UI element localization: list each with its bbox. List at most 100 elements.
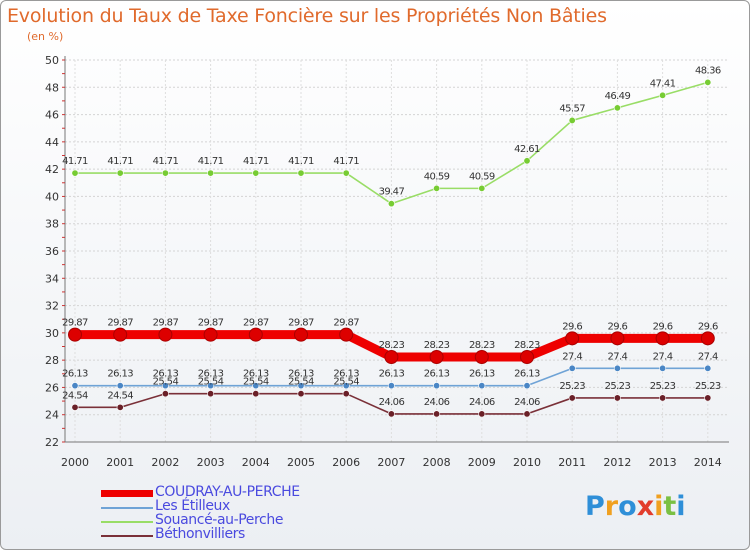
x-tick-label: 2004	[242, 456, 270, 469]
data-label: 41.71	[288, 156, 314, 167]
y-tick-label: 42	[45, 163, 59, 176]
data-label: 25.54	[333, 377, 359, 388]
data-point	[610, 331, 625, 346]
x-tick-label: 2007	[377, 456, 405, 469]
y-tick-label: 40	[45, 190, 59, 203]
y-tick-label: 24	[45, 409, 59, 422]
data-point	[704, 78, 712, 86]
data-point	[523, 157, 531, 165]
data-point	[387, 200, 395, 208]
y-tick-label: 30	[45, 327, 59, 340]
legend-label: Béthonvilliers	[155, 526, 245, 542]
data-point	[478, 382, 486, 390]
data-point	[655, 331, 670, 346]
data-point	[297, 169, 305, 177]
data-label: 24.06	[469, 397, 495, 408]
data-point	[71, 403, 79, 411]
data-point	[478, 184, 486, 192]
data-label: 29.87	[288, 318, 314, 329]
legend-label: Souancé-au-Perche	[155, 512, 284, 528]
data-point	[161, 169, 169, 177]
data-point	[68, 327, 82, 342]
data-point	[161, 390, 169, 398]
data-label: 27.4	[562, 351, 582, 362]
data-label: 29.6	[698, 321, 718, 332]
data-label: 46.49	[605, 91, 631, 102]
data-label: 29.87	[153, 318, 179, 329]
data-label: 41.71	[62, 156, 88, 167]
data-label: 29.87	[243, 318, 269, 329]
data-point	[203, 327, 218, 342]
data-point	[659, 364, 667, 372]
legend-swatch	[101, 490, 153, 497]
data-label: 25.23	[605, 381, 631, 392]
data-point	[474, 350, 489, 365]
data-point	[478, 410, 486, 418]
data-label: 42.61	[514, 144, 540, 155]
data-point	[433, 382, 441, 390]
data-label: 28.23	[469, 340, 495, 351]
data-point	[297, 382, 305, 390]
data-label: 29.87	[198, 318, 224, 329]
data-label: 25.54	[198, 377, 224, 388]
data-label: 26.13	[469, 369, 495, 380]
data-point	[429, 350, 444, 365]
y-tick-label: 46	[45, 109, 59, 122]
data-label: 24.54	[62, 390, 88, 401]
data-point	[565, 331, 580, 346]
legend-swatch	[101, 521, 153, 523]
data-label: 47.41	[650, 78, 676, 89]
data-label: 25.54	[288, 377, 314, 388]
y-tick-label: 34	[45, 272, 59, 285]
x-tick-label: 2013	[649, 456, 677, 469]
data-label: 27.4	[698, 351, 718, 362]
data-point	[252, 390, 260, 398]
data-label: 24.06	[379, 397, 405, 408]
x-tick-label: 2011	[558, 456, 586, 469]
data-point	[294, 327, 308, 342]
x-tick-label: 2012	[603, 456, 631, 469]
data-point	[71, 169, 79, 177]
data-label: 41.71	[243, 156, 269, 167]
data-label: 41.71	[198, 156, 224, 167]
y-tick-label: 38	[45, 218, 59, 231]
data-label: 26.13	[153, 369, 179, 380]
data-point	[207, 169, 215, 177]
data-label: 26.13	[379, 369, 405, 380]
data-label: 26.13	[288, 369, 314, 380]
data-label: 25.23	[650, 381, 676, 392]
data-point	[113, 327, 128, 342]
data-point	[523, 410, 531, 418]
data-point	[433, 184, 441, 192]
data-label: 26.13	[107, 369, 133, 380]
data-label: 24.06	[424, 397, 450, 408]
data-label: 39.47	[379, 187, 405, 198]
data-label: 29.87	[333, 318, 359, 329]
y-tick-label: 36	[45, 245, 59, 258]
y-tick-label: 32	[45, 300, 59, 313]
y-tick-label: 28	[45, 354, 59, 367]
data-point	[161, 382, 169, 390]
y-tick-label: 48	[45, 81, 59, 94]
data-label: 41.71	[153, 156, 179, 167]
data-label: 26.13	[514, 369, 540, 380]
data-label: 40.59	[469, 171, 495, 182]
legend-label: COUDRAY-AU-PERCHE	[155, 484, 300, 500]
data-label: 25.23	[695, 381, 721, 392]
data-point	[342, 382, 350, 390]
data-label: 41.71	[333, 156, 359, 167]
data-point	[613, 394, 621, 402]
data-label: 41.71	[107, 156, 133, 167]
data-point	[387, 410, 395, 418]
data-point	[520, 350, 534, 365]
data-point	[116, 382, 124, 390]
data-point	[704, 364, 712, 372]
legend-label: Les Étilleux	[155, 498, 230, 514]
legend-swatch	[101, 535, 153, 537]
data-point	[342, 390, 350, 398]
data-label: 45.57	[559, 103, 585, 114]
x-tick-label: 2001	[106, 456, 134, 469]
x-tick-label: 2003	[197, 456, 225, 469]
